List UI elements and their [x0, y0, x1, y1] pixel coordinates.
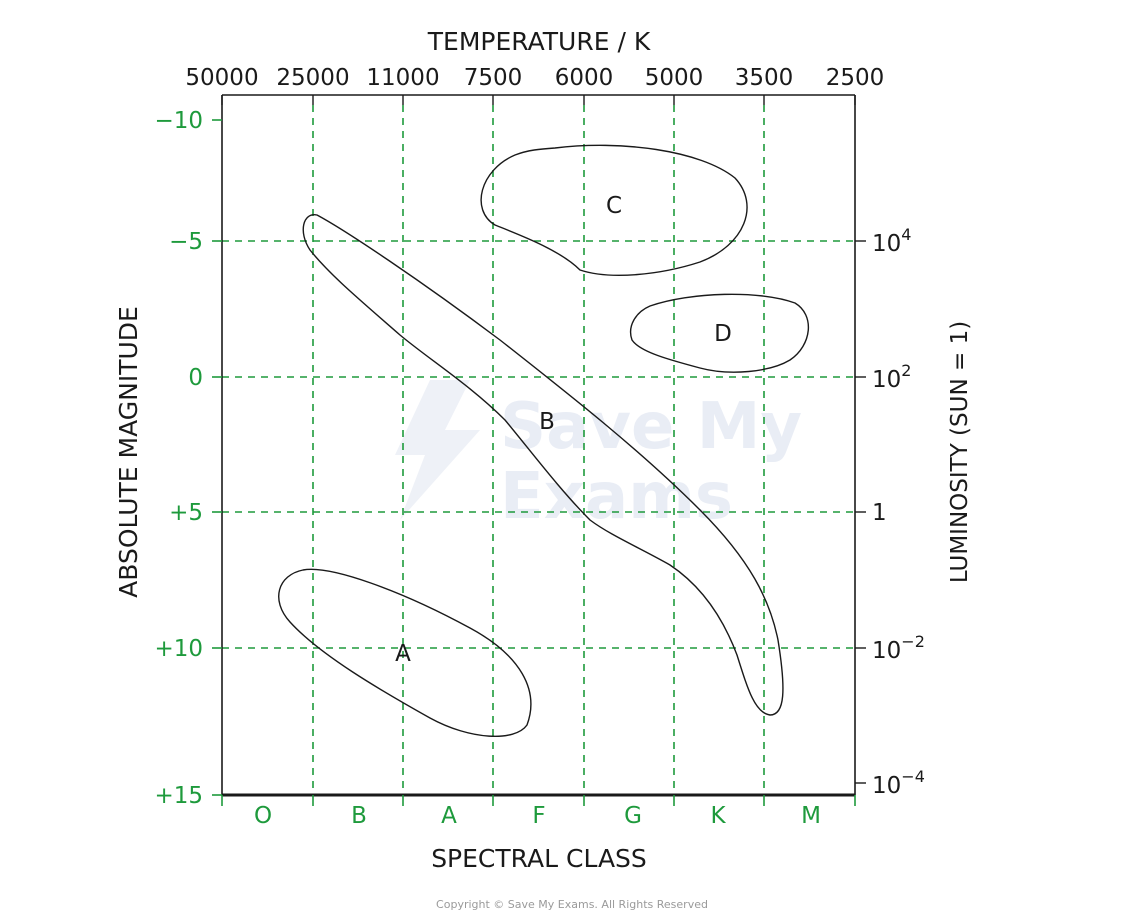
copyright-notice: Copyright © Save My Exams. All Rights Re…	[436, 898, 708, 911]
temperature-label: 5000	[645, 65, 704, 91]
temperature-label: 11000	[366, 65, 439, 91]
region-b-outline	[302, 214, 784, 716]
magnitude-label: 0	[188, 365, 203, 391]
temperature-labels: 50000 25000 11000 7500 6000 5000 3500 25…	[185, 65, 884, 91]
luminosity-label: 10−4	[872, 767, 925, 799]
region-a-outline	[278, 568, 532, 738]
left-ticks	[212, 119, 222, 796]
bottom-axis-title: SPECTRAL CLASS	[431, 844, 647, 873]
temperature-label: 7500	[464, 65, 523, 91]
region-c-outline	[480, 144, 748, 276]
left-axis-title: ABSOLUTE MAGNITUDE	[114, 306, 143, 598]
luminosity-labels: 104 102 1 10−2 10−4	[872, 225, 925, 799]
region-d-outline	[630, 293, 810, 373]
temperature-label: 3500	[735, 65, 794, 91]
spectral-class-label: O	[254, 803, 272, 829]
temperature-label: 25000	[276, 65, 349, 91]
magnitude-label: +15	[154, 783, 203, 809]
magnitude-label: −5	[169, 229, 203, 255]
region-b-label: B	[539, 409, 555, 435]
axes	[221, 94, 856, 797]
right-axis-title: LUMINOSITY (SUN = 1)	[947, 321, 973, 583]
region-d-label: D	[714, 321, 732, 347]
spectral-class-label: K	[710, 803, 726, 829]
regions: A B C D	[278, 144, 810, 738]
top-axis-title: TEMPERATURE / K	[427, 27, 651, 56]
spectral-class-label: G	[624, 803, 642, 829]
grid	[222, 105, 855, 795]
right-ticks	[855, 240, 866, 784]
bottom-ticks	[221, 795, 856, 806]
magnitude-label: +5	[169, 500, 203, 526]
region-c-label: C	[606, 193, 622, 219]
luminosity-label: 102	[872, 361, 911, 393]
spectral-class-label: F	[532, 803, 545, 829]
magnitude-label: +10	[154, 636, 203, 662]
watermark-line1: Save My	[500, 390, 802, 464]
spectral-class-label: B	[351, 803, 367, 829]
top-ticks	[221, 95, 856, 105]
spectral-class-labels: O B A F G K M	[254, 803, 821, 829]
watermark-bolt-icon	[395, 380, 480, 520]
temperature-label: 6000	[555, 65, 614, 91]
temperature-label: 2500	[826, 65, 885, 91]
luminosity-label: 10−2	[872, 632, 925, 664]
watermark-line2: Exams	[500, 460, 733, 534]
temperature-label: 50000	[185, 65, 258, 91]
magnitude-labels: −10 −5 0 +5 +10 +15	[154, 108, 203, 809]
region-a-label: A	[395, 641, 411, 667]
luminosity-label: 104	[872, 225, 911, 257]
spectral-class-label: A	[441, 803, 457, 829]
watermark: Save My Exams	[395, 380, 802, 534]
spectral-class-label: M	[801, 803, 821, 829]
luminosity-label: 1	[872, 500, 887, 526]
magnitude-label: −10	[154, 108, 203, 134]
